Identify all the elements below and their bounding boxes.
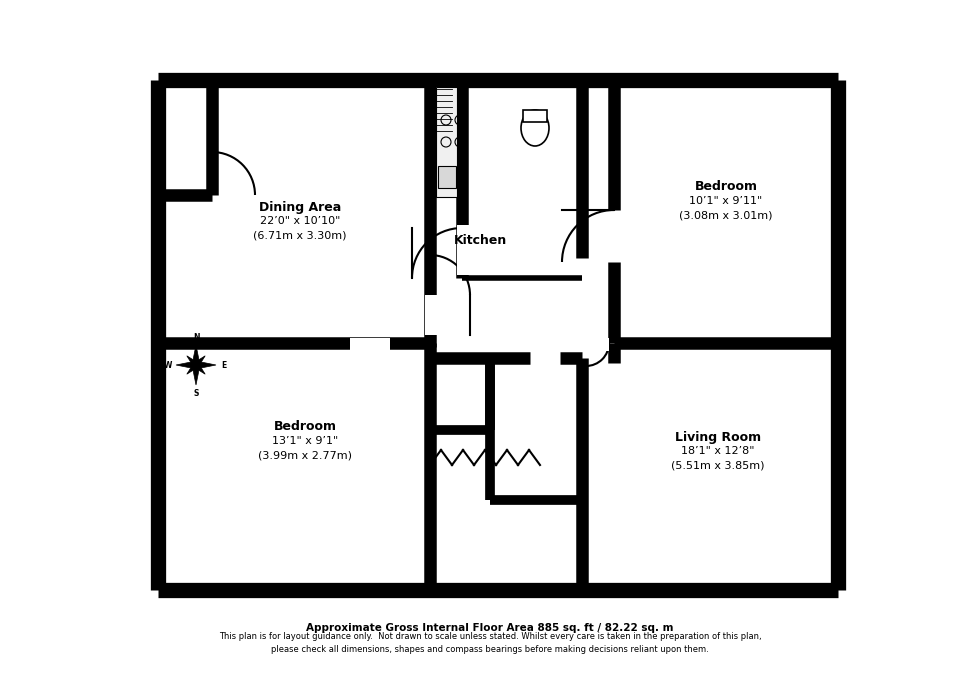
Text: Living Room: Living Room bbox=[675, 430, 761, 444]
Polygon shape bbox=[187, 363, 198, 374]
Text: (6.71m x 3.30m): (6.71m x 3.30m) bbox=[253, 230, 347, 240]
Text: 22’0" x 10’10": 22’0" x 10’10" bbox=[260, 216, 340, 226]
Text: 13’1" x 9’1": 13’1" x 9’1" bbox=[271, 436, 338, 446]
Text: Bedroom: Bedroom bbox=[273, 421, 336, 433]
Text: 10’1" x 9’11": 10’1" x 9’11" bbox=[689, 196, 762, 206]
Polygon shape bbox=[192, 365, 200, 385]
Polygon shape bbox=[194, 363, 205, 374]
Text: S: S bbox=[193, 388, 199, 397]
Text: N: N bbox=[193, 332, 199, 341]
Text: Bedroom: Bedroom bbox=[695, 181, 758, 194]
Text: (3.99m x 2.77m): (3.99m x 2.77m) bbox=[258, 450, 352, 460]
Text: Kitchen: Kitchen bbox=[454, 233, 507, 246]
Polygon shape bbox=[192, 345, 200, 365]
Text: This plan is for layout guidance only.  Not drawn to scale unless stated. Whilst: This plan is for layout guidance only. N… bbox=[219, 632, 761, 654]
Text: E: E bbox=[221, 361, 226, 370]
Bar bbox=[425, 295, 438, 335]
Polygon shape bbox=[187, 356, 198, 367]
Bar bbox=[457, 225, 470, 275]
Polygon shape bbox=[196, 361, 216, 369]
Polygon shape bbox=[176, 361, 196, 369]
Bar bbox=[586, 338, 609, 351]
Text: Dining Area: Dining Area bbox=[259, 201, 341, 214]
Text: (3.08m x 3.01m): (3.08m x 3.01m) bbox=[679, 210, 773, 220]
Bar bbox=[438, 166, 456, 188]
Polygon shape bbox=[194, 356, 205, 367]
Bar bbox=[523, 110, 547, 122]
Circle shape bbox=[193, 362, 199, 368]
Bar bbox=[436, 87, 457, 197]
Text: Approximate Gross Internal Floor Area 885 sq. ft / 82.22 sq. m: Approximate Gross Internal Floor Area 88… bbox=[307, 623, 674, 633]
Bar bbox=[350, 338, 390, 351]
Text: 18’1" x 12’8": 18’1" x 12’8" bbox=[681, 446, 755, 456]
Ellipse shape bbox=[521, 110, 549, 146]
Text: (5.51m x 3.85m): (5.51m x 3.85m) bbox=[671, 460, 764, 470]
Text: W: W bbox=[164, 361, 172, 370]
Bar bbox=[436, 87, 457, 197]
